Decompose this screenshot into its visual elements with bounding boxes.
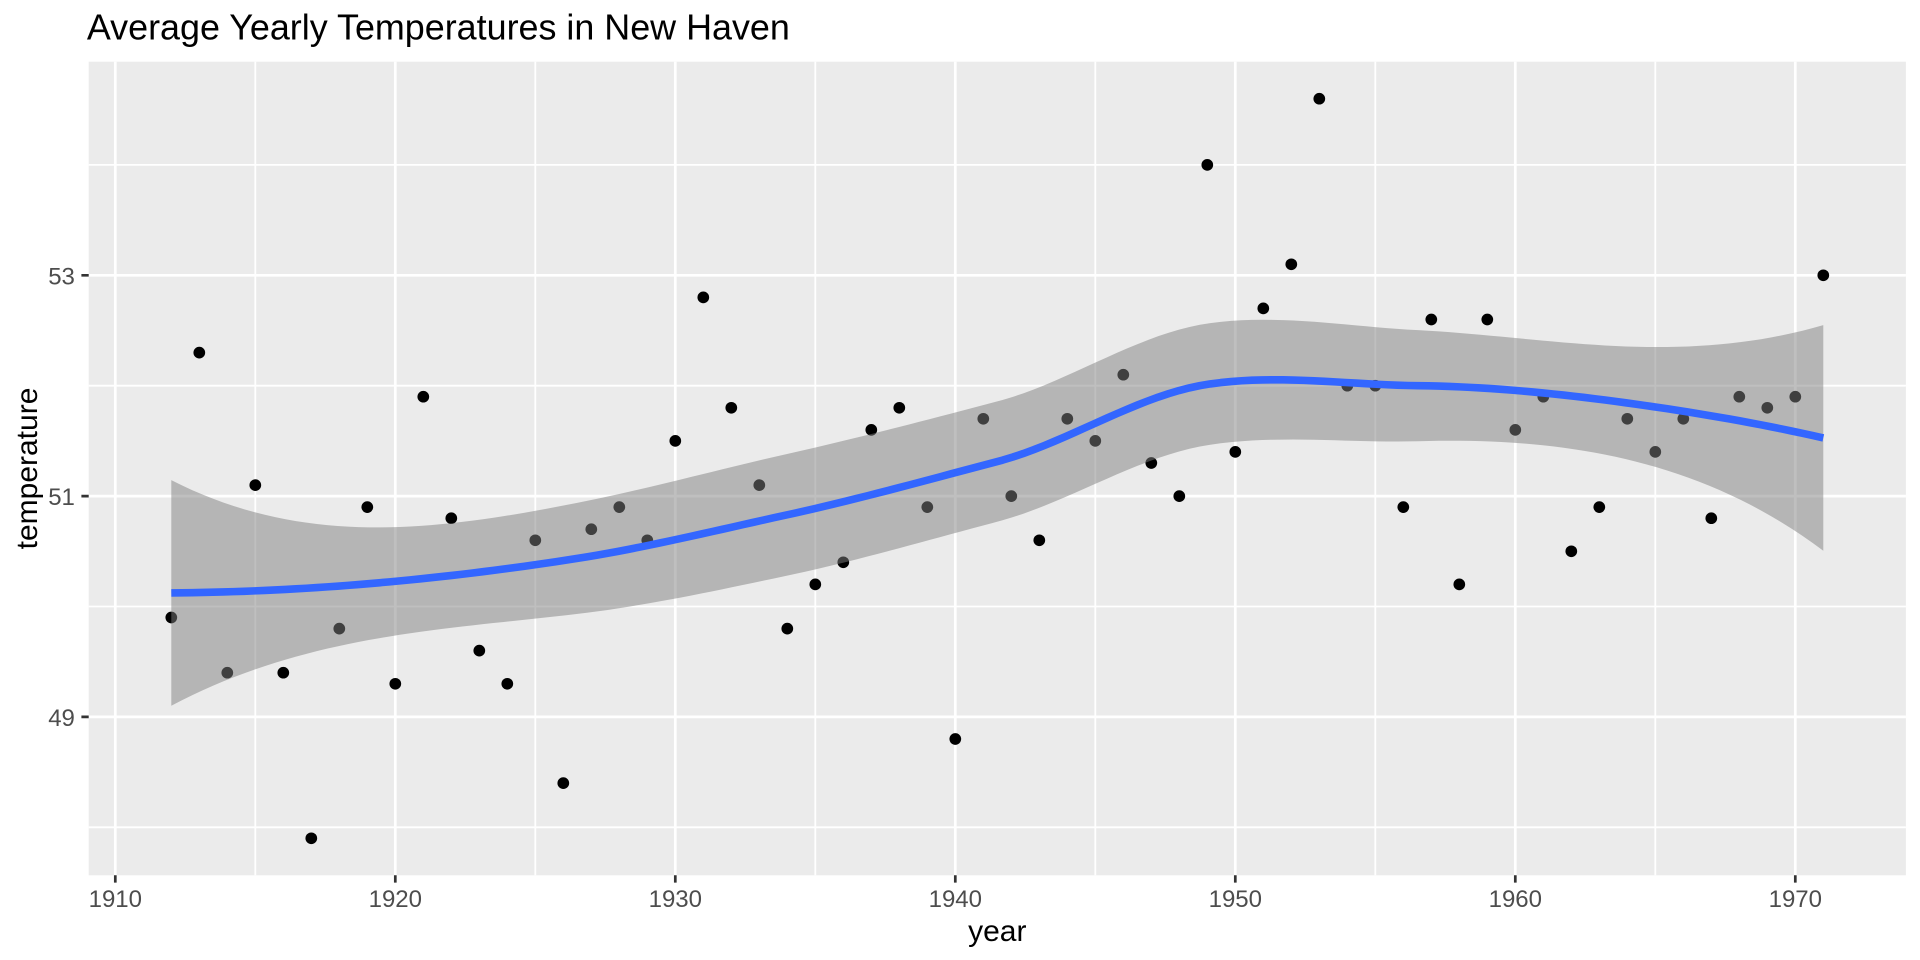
svg-text:temperature: temperature [11,388,44,550]
svg-text:49: 49 [48,705,75,732]
svg-text:year: year [968,915,1026,948]
svg-text:53: 53 [48,263,75,290]
svg-text:1960: 1960 [1489,886,1542,913]
svg-text:1920: 1920 [369,886,422,913]
svg-text:1930: 1930 [649,886,702,913]
svg-text:1970: 1970 [1769,886,1822,913]
svg-text:1940: 1940 [929,886,982,913]
svg-text:1910: 1910 [89,886,142,913]
svg-text:51: 51 [48,484,75,511]
svg-text:Average Yearly Temperatures in: Average Yearly Temperatures in New Haven [87,8,790,48]
svg-text:1950: 1950 [1209,886,1262,913]
